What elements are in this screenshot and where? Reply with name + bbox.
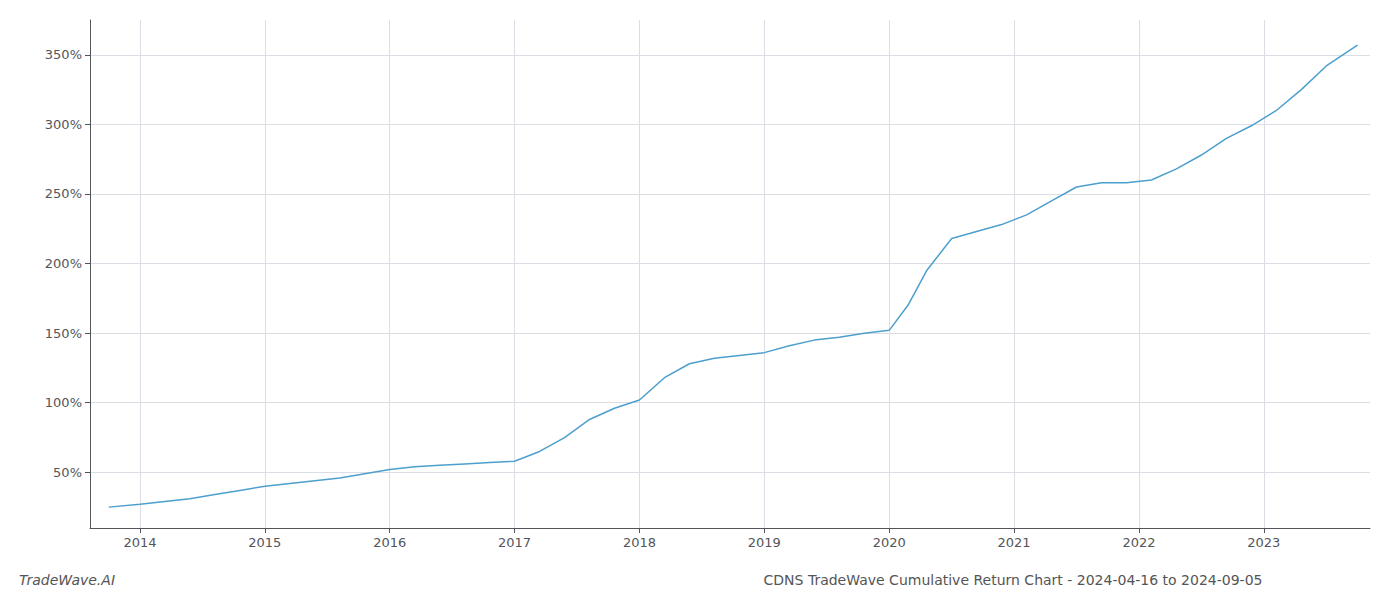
svg-text:350%: 350% — [45, 47, 82, 62]
svg-text:2015: 2015 — [248, 535, 281, 550]
svg-text:2021: 2021 — [998, 535, 1031, 550]
svg-text:TradeWave.AI: TradeWave.AI — [19, 572, 115, 588]
svg-text:CDNS TradeWave Cumulative Retu: CDNS TradeWave Cumulative Return Chart -… — [764, 572, 1263, 588]
svg-text:2016: 2016 — [373, 535, 406, 550]
svg-text:2023: 2023 — [1247, 535, 1280, 550]
svg-text:300%: 300% — [45, 117, 82, 132]
svg-text:2020: 2020 — [873, 535, 906, 550]
svg-text:2018: 2018 — [623, 535, 656, 550]
svg-text:200%: 200% — [45, 256, 82, 271]
svg-text:250%: 250% — [45, 186, 82, 201]
svg-text:50%: 50% — [53, 465, 82, 480]
svg-text:2014: 2014 — [123, 535, 156, 550]
svg-text:2017: 2017 — [498, 535, 531, 550]
svg-text:2019: 2019 — [748, 535, 781, 550]
svg-text:100%: 100% — [45, 395, 82, 410]
svg-text:150%: 150% — [45, 326, 82, 341]
svg-text:2022: 2022 — [1122, 535, 1155, 550]
